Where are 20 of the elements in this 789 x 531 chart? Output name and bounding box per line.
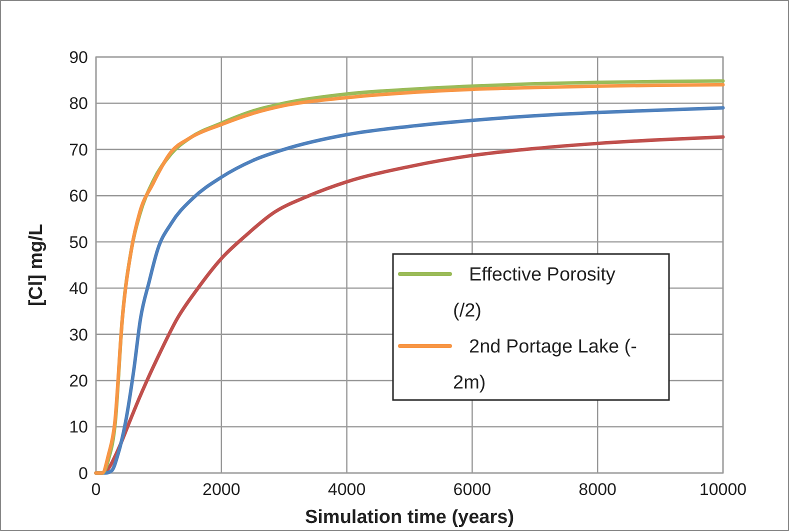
y-tick-label: 20	[69, 372, 88, 391]
y-tick-label: 0	[78, 464, 88, 483]
y-tick-label: 80	[69, 94, 88, 114]
y-tick-label: 90	[69, 48, 88, 67]
x-axis-title: Simulation time (years)	[304, 507, 514, 528]
y-tick-label: 70	[69, 140, 88, 160]
y-axis-title: [Cl] mg/L	[26, 223, 47, 306]
x-tick-label: 4000	[328, 480, 366, 499]
x-tick-label: 8000	[578, 480, 617, 499]
y-tick-label: 40	[69, 279, 88, 298]
y-tick-label: 10	[69, 418, 88, 437]
legend-label: Effective Porosity (/2)	[453, 264, 616, 322]
x-tick-label: 2000	[202, 480, 240, 499]
y-tick-label: 30	[69, 325, 88, 344]
y-tick-label: 60	[69, 186, 88, 206]
y-tick-label: 50	[69, 232, 88, 252]
x-tick-label: 10000	[699, 480, 747, 499]
x-tick-label: 0	[91, 480, 101, 499]
legend-label: 2nd Portage Lake (- 2m)	[453, 336, 637, 394]
x-tick-label: 6000	[453, 480, 492, 499]
